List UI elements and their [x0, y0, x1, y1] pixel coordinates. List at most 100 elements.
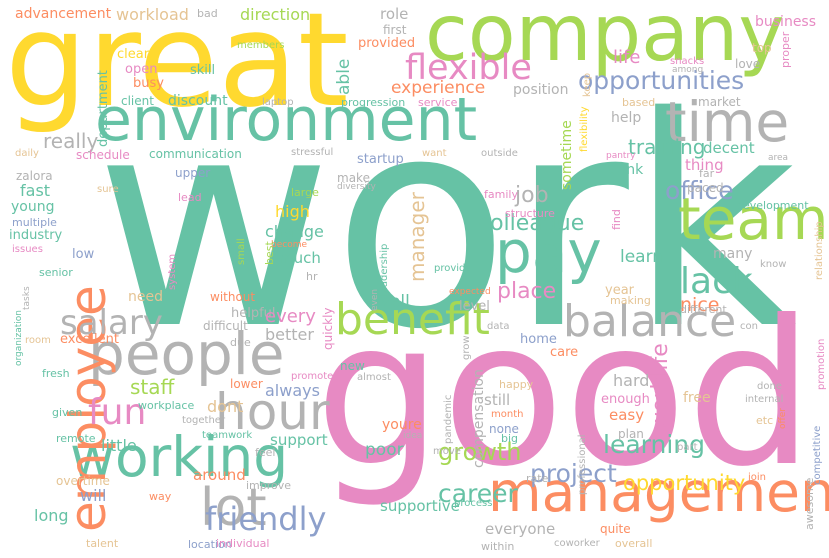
word-communication: communication: [149, 147, 242, 161]
word-promotion: promotion: [816, 338, 827, 390]
word-competitive: competitive: [812, 425, 823, 485]
word-upper: upper: [175, 166, 211, 180]
word-quite: quite: [600, 522, 631, 536]
word-long: long: [34, 506, 69, 525]
word-level: level: [459, 299, 490, 314]
word-large: large: [291, 186, 319, 199]
word-hard: hard: [613, 371, 650, 390]
word-within: within: [481, 540, 515, 553]
word-easy: easy: [609, 406, 645, 424]
word-growth: growth: [438, 438, 522, 466]
word-tasks: tasks: [22, 286, 32, 310]
word-support: support: [270, 431, 328, 449]
word-always: always: [265, 381, 320, 400]
word-plan: plan: [618, 427, 644, 441]
word-top: top: [752, 41, 772, 55]
word-rate: rate: [526, 472, 549, 485]
word-free: free: [683, 390, 711, 406]
word-low: low: [72, 247, 95, 262]
word-far: far: [699, 167, 715, 180]
word-process: process: [454, 498, 493, 509]
word-industry: industry: [9, 228, 63, 243]
word-none: none: [489, 422, 519, 436]
word-room: room: [25, 335, 51, 346]
word-multiple: multiple: [12, 216, 57, 229]
word-pandemic: pandemic: [443, 394, 454, 444]
word-great: great: [5, 0, 349, 136]
word-change: change: [265, 222, 324, 241]
word-job: job: [515, 183, 549, 208]
word-individual: individual: [216, 537, 270, 550]
word-opportunities: opportunities: [578, 66, 745, 95]
word-lower: lower: [230, 377, 263, 391]
word-really: really: [43, 129, 99, 153]
word-hour: hour: [215, 383, 330, 441]
word-together: together: [182, 415, 226, 426]
word-provided: provided: [358, 36, 416, 51]
word-members: members: [237, 40, 285, 51]
word-talent: talent: [86, 537, 119, 550]
word-position: position: [513, 82, 569, 98]
word-promote: promote: [291, 371, 334, 382]
word-family: family: [484, 188, 518, 201]
word-happy: happy: [499, 378, 534, 391]
word-workload: workload: [116, 5, 189, 24]
word-fresh: fresh: [42, 367, 70, 380]
word-people: people: [88, 320, 285, 388]
word-able: able: [334, 58, 354, 95]
word-difficult: difficult: [203, 319, 248, 333]
word-progression: progression: [341, 96, 406, 109]
word-enough: enough: [601, 392, 650, 407]
word-well: well: [376, 292, 410, 312]
word-sure: sure: [97, 184, 119, 195]
word-proper: proper: [779, 31, 792, 68]
word-pantry: pantry: [606, 151, 636, 161]
word-skill: skill: [190, 63, 216, 78]
word-place: place: [497, 279, 557, 304]
word-based: based: [622, 96, 656, 109]
word-overall: overall: [615, 537, 653, 550]
word-opportunity: opportunity: [623, 471, 746, 495]
word-leadership: leadership: [379, 243, 390, 296]
word-snacks: snacks: [670, 56, 705, 67]
word-every: every: [265, 306, 316, 327]
word-become: become: [271, 240, 308, 250]
word-company: company: [425, 0, 785, 79]
word-market: market: [698, 95, 741, 109]
word-location: location: [188, 538, 232, 551]
word-business: business: [755, 14, 817, 30]
word-bad: bad: [197, 7, 218, 20]
word-better: better: [265, 325, 314, 344]
word-relationship: relationship: [814, 221, 825, 280]
word-new: new: [340, 359, 365, 373]
word-advancement: advancement: [15, 6, 112, 22]
word-salary: salary: [60, 303, 163, 343]
word-given: given: [52, 406, 83, 419]
word-join: join: [748, 472, 767, 483]
word-coworker: coworker: [554, 538, 600, 549]
word-lot: lot: [200, 478, 267, 538]
word-know: know: [760, 259, 787, 270]
word-way: way: [149, 490, 172, 503]
word-zalora: zalora: [16, 169, 53, 183]
word-move: move: [433, 446, 461, 457]
word-due: due: [230, 336, 251, 349]
word-lack: lack: [680, 261, 753, 302]
word-still: still: [484, 391, 511, 409]
word-laptop: laptop: [262, 97, 294, 108]
word-want: want: [422, 148, 447, 159]
word-small: small: [236, 238, 247, 265]
word-worklife: worklife: [648, 343, 673, 430]
word-quickly: quickly: [321, 307, 335, 350]
word-discount: discount: [168, 93, 228, 109]
word-need: need: [128, 289, 163, 305]
word-expected: expected: [449, 287, 491, 297]
word-improve: improve: [246, 479, 292, 492]
word-among: among: [672, 65, 704, 75]
word-con: con: [740, 321, 758, 332]
word-remote: remote: [56, 432, 96, 445]
word-flexible: flexible: [405, 48, 532, 88]
word-open: open: [125, 62, 158, 77]
word-helpful: helpful: [231, 306, 276, 321]
